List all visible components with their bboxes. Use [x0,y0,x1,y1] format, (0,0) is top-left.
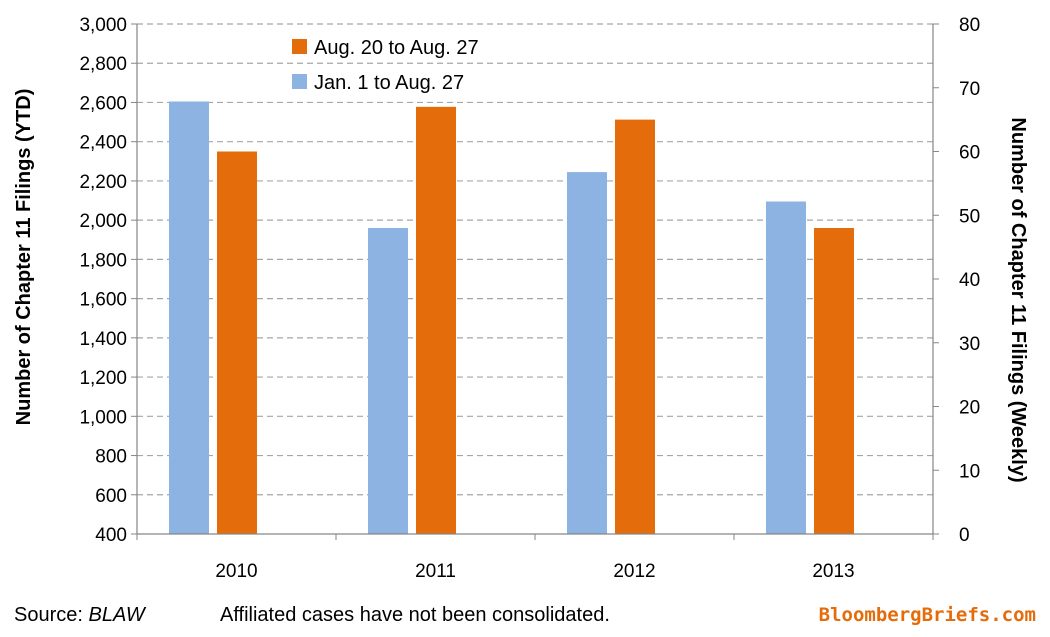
bar-aug-20-to-aug-27-2010 [217,151,257,534]
left-tick-label: 2,400 [79,133,127,154]
bar-aug-20-to-aug-27-2012 [615,119,655,534]
left-tick-label: 2,000 [79,211,127,232]
x-tick-label: 2013 [812,561,854,582]
left-tick-label: 1,400 [79,329,127,350]
right-tick-label: 50 [959,206,980,227]
left-tick-label: 2,800 [79,54,127,75]
legend-swatch [292,39,307,54]
right-tick-label: 20 [959,398,980,419]
left-tick-label: 600 [95,486,127,507]
right-tick-label: 0 [959,525,970,546]
brand-logo-text: BloombergBriefs.com [818,604,1036,626]
left-tick-label: 400 [95,525,127,546]
bar-jan-1-to-aug-27-2010 [169,101,209,534]
x-tick-label: 2012 [613,561,655,582]
bar-aug-20-to-aug-27-2013 [814,228,854,534]
left-axis-ticks: 400 600 800 1,000 1,200 1,400 1,600 1,800 2,000 2… [79,15,127,546]
left-tick-label: 800 [95,447,127,468]
right-tick-label: 40 [959,270,980,291]
right-tick-label: 30 [959,334,980,355]
bar-aug-20-to-aug-27-2011 [416,106,456,534]
bars [169,101,854,534]
chart: 4006008001,0001,2001,4001,6001,8002,0002… [13,15,1029,582]
axes [131,23,939,540]
x-tick-label: 2010 [215,561,257,582]
y-axis-title: Number of Chapter 11 Filings (YTD) [13,89,35,426]
legend-label: Aug. 20 to Aug. 27 [314,37,479,59]
bar-jan-1-to-aug-27-2011 [368,228,408,534]
right-tick-label: 70 [959,79,980,100]
source-label: Source: [14,604,89,626]
right-tick-label: 60 [959,143,980,164]
left-tick-label: 3,000 [79,15,127,36]
source-note: Source: BLAW [14,604,145,627]
y2-axis-title: Number of Chapter 11 Filings (Weekly) [1007,117,1029,482]
x-tick-label: 2011 [415,561,456,582]
left-tick-label: 2,600 [79,93,127,114]
left-tick-label: 2,200 [79,172,127,193]
legend-swatch [292,74,307,89]
left-tick-label: 1,000 [79,407,127,428]
left-tick-label: 1,200 [79,368,127,389]
bar-jan-1-to-aug-27-2012 [567,172,607,534]
right-tick-label: 10 [959,461,980,482]
footnote: Affiliated cases have not been consolida… [220,604,610,626]
left-tick-label: 1,800 [79,250,127,271]
x-axis-ticks: 2010 2011 2012 2013 [215,561,854,582]
right-tick-label: 80 [959,15,980,36]
bar-jan-1-to-aug-27-2013 [766,201,806,534]
left-tick-label: 1,600 [79,290,127,311]
legend-label: Jan. 1 to Aug. 27 [314,72,464,94]
source-name: BLAW [88,604,145,626]
right-axis-ticks: 0 10 20 30 40 50 60 70 80 [959,15,980,546]
legend: Aug. 20 to Aug. 27 Jan. 1 to Aug. 27 [292,37,479,94]
